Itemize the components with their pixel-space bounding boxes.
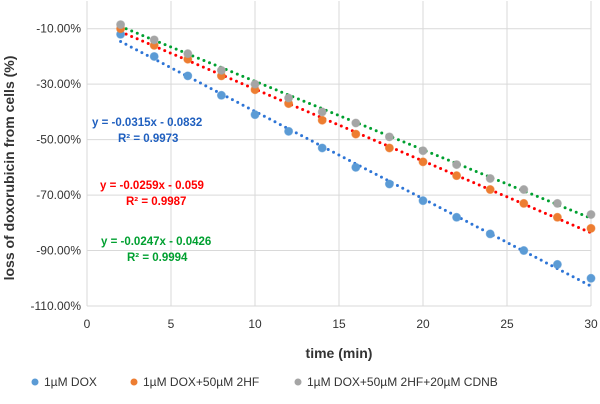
data-point — [284, 93, 294, 103]
x-tick-label: 0 — [84, 317, 91, 331]
x-tick-label: 10 — [248, 317, 262, 331]
data-points — [116, 20, 596, 283]
x-tick-labels: 0 5 10 15 20 25 30 — [84, 317, 598, 331]
data-point — [519, 185, 529, 195]
eq-green: y = -0.0247x - 0.0426 — [101, 236, 211, 248]
r2-blue: R² = 0.9973 — [118, 133, 178, 145]
data-point — [485, 185, 495, 195]
r2-red: R² = 0.9987 — [126, 196, 186, 208]
data-point — [418, 157, 428, 167]
data-point — [183, 49, 193, 59]
legend-label-2hf: 1µM DOX+50µM 2HF — [143, 375, 259, 389]
x-tick-label: 25 — [500, 317, 514, 331]
y-tick-labels: -10.00% -30.00% -50.00% -70.00% -90.00% -110.… — [31, 22, 82, 313]
data-point — [384, 132, 394, 142]
data-point — [586, 223, 596, 233]
x-tick-label: 20 — [416, 317, 430, 331]
data-point — [250, 110, 260, 120]
data-point — [485, 229, 495, 239]
data-point — [418, 146, 428, 156]
data-point — [586, 210, 596, 219]
data-point — [351, 162, 361, 172]
data-point — [519, 246, 529, 256]
x-tick-label: 5 — [168, 317, 175, 331]
eq-blue: y = -0.0315x - 0.0832 — [92, 117, 202, 129]
data-point — [452, 212, 462, 222]
data-point — [317, 143, 327, 153]
eq-red: y = -0.0259x - 0.059 — [100, 180, 204, 192]
r2-green: R² = 0.9994 — [127, 252, 188, 264]
y-tick-label: -110.00% — [31, 299, 82, 313]
data-point — [317, 107, 327, 117]
data-point — [149, 51, 159, 61]
x-tick-label: 15 — [332, 317, 346, 331]
data-point — [452, 160, 462, 170]
legend-label-cdnb: 1µM DOX+50µM 2HF+20µM CDNB — [307, 375, 498, 389]
data-point — [519, 198, 529, 208]
legend: 1µM DOX 1µM DOX+50µM 2HF 1µM DOX+50µM 2H… — [31, 375, 498, 389]
legend-marker-dox — [31, 378, 39, 386]
data-point — [552, 259, 562, 269]
y-axis-title: loss of doxorubicin from cells (%) — [1, 56, 17, 281]
data-point — [384, 179, 394, 189]
data-point — [351, 129, 361, 139]
data-point — [586, 273, 596, 283]
legend-label-dox: 1µM DOX — [44, 375, 97, 389]
data-point — [351, 118, 361, 128]
legend-marker-2hf — [130, 378, 138, 386]
data-point — [552, 212, 562, 222]
grid — [86, 1, 592, 307]
data-point — [116, 20, 126, 30]
data-point — [183, 71, 193, 81]
x-tick-label: 30 — [584, 317, 598, 331]
y-tick-label: -90.00% — [36, 244, 81, 258]
trendline — [119, 25, 593, 220]
y-tick-label: -30.00% — [36, 77, 81, 91]
data-point — [452, 171, 462, 181]
data-point — [384, 143, 394, 153]
data-point — [149, 35, 159, 45]
data-point — [216, 90, 226, 100]
data-point — [216, 65, 226, 75]
data-point — [284, 126, 294, 136]
data-point — [317, 115, 327, 125]
y-tick-label: -10.00% — [36, 22, 81, 36]
data-point — [418, 196, 428, 206]
data-point — [552, 198, 562, 208]
data-point — [485, 173, 495, 183]
y-tick-label: -50.00% — [36, 133, 81, 147]
y-tick-label: -70.00% — [36, 188, 81, 202]
legend-marker-cdnb — [294, 378, 302, 386]
x-axis-title: time (min) — [306, 345, 373, 361]
data-point — [250, 79, 260, 89]
trendline — [119, 30, 593, 235]
